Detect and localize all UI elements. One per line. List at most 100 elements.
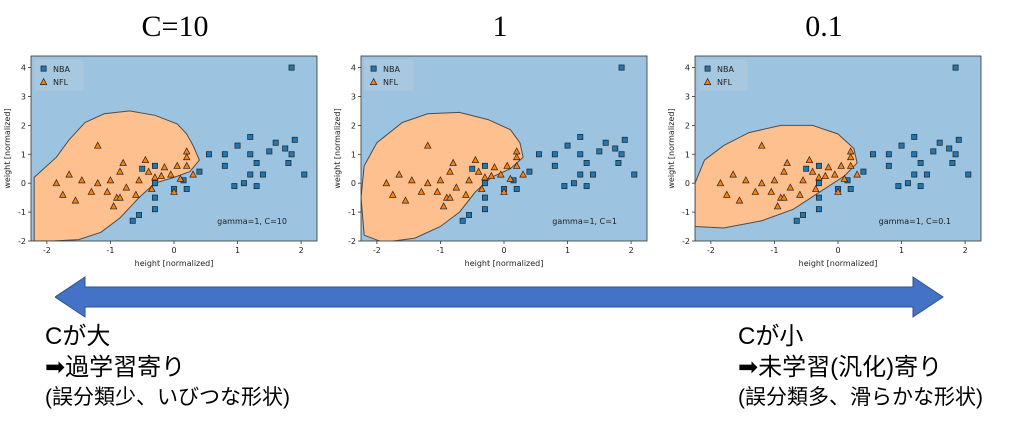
x-axis-label: height [normalized]: [465, 259, 544, 268]
nba-point: [952, 64, 959, 71]
nba-point: [870, 151, 876, 158]
nba-point: [151, 180, 158, 187]
nfl-point: [780, 167, 788, 175]
nba-point: [815, 162, 822, 169]
x-tick-label: 2: [963, 246, 968, 255]
nba-point: [965, 171, 972, 178]
nfl-point: [821, 171, 830, 179]
nfl-point: [147, 184, 156, 192]
nfl-point: [446, 193, 454, 201]
nba-point: [260, 171, 266, 178]
nfl-point: [729, 170, 737, 178]
nfl-point: [735, 196, 744, 204]
nba-point: [466, 212, 472, 218]
nfl-point: [846, 153, 855, 161]
nfl-point: [474, 167, 483, 175]
nba-point: [803, 165, 810, 172]
y-tick-label: 0: [21, 179, 26, 188]
nfl-point: [490, 163, 499, 171]
nfl-point: [144, 167, 153, 175]
x-tick-label: 0: [835, 246, 840, 255]
note-right-line3: (誤分類多、滑らかな形状): [738, 386, 983, 409]
note-right: Cが小 ➡未学習(汎化)寄り (誤分類多、滑らかな形状): [738, 321, 983, 413]
note-right-line2-text: 未学習(汎化)寄り: [758, 354, 943, 381]
nba-point: [183, 186, 190, 192]
nba-point: [561, 183, 568, 190]
nfl-point: [65, 170, 73, 178]
nfl-point: [388, 190, 397, 198]
y-tick-label: 4: [21, 64, 26, 73]
nba-point: [577, 151, 584, 158]
nfl-point: [439, 202, 448, 210]
nba-point: [266, 148, 273, 155]
nfl-region: [695, 124, 858, 229]
nfl-point: [436, 176, 445, 184]
nfl-point: [770, 176, 779, 184]
x-tick-label: 2: [629, 246, 634, 255]
nba-point: [247, 171, 254, 178]
nba-point: [291, 136, 298, 143]
y-tick-label: 1: [351, 150, 356, 159]
nba-point: [136, 212, 142, 218]
nfl-point: [401, 196, 410, 204]
x-tick-label: 0: [501, 246, 506, 255]
nfl-point: [757, 179, 766, 187]
nfl-point: [465, 176, 473, 184]
nba-point: [536, 151, 542, 158]
double-arrow-shape: [55, 276, 944, 318]
nfl-point: [751, 187, 760, 195]
nba-point: [151, 194, 158, 201]
nba-point: [615, 160, 622, 166]
nba-point: [129, 217, 136, 224]
nfl-point: [831, 170, 839, 178]
legend-box: [34, 59, 84, 91]
nba-point: [231, 183, 238, 190]
nfl-point: [170, 187, 178, 195]
nfl-point: [176, 174, 185, 182]
nba-point: [196, 168, 203, 175]
x-tick-label: -1: [106, 246, 114, 255]
nba-point: [618, 64, 625, 71]
nba-point: [917, 160, 924, 166]
nba-point: [955, 136, 962, 143]
nfl-point: [182, 153, 191, 161]
nba-point: [570, 180, 577, 187]
nfl-point: [395, 170, 403, 178]
nba-point: [551, 162, 558, 169]
nba-point: [513, 186, 520, 192]
nfl-point: [786, 183, 795, 191]
nba-point: [930, 148, 937, 155]
nfl-point: [116, 167, 124, 175]
nfl-point: [160, 163, 169, 171]
nfl-point: [93, 141, 102, 149]
nba-point: [577, 171, 584, 178]
x-tick-label: 1: [565, 246, 570, 255]
nfl-point: [757, 141, 766, 149]
nfl-point: [780, 193, 788, 201]
points-group: [382, 64, 638, 224]
nba-point: [911, 171, 918, 178]
y-tick-label: -1: [348, 208, 356, 217]
nfl-point: [151, 173, 159, 181]
note-left: Cが大 ➡過学習寄り (誤分類少、いびつな形状): [45, 321, 290, 413]
nba-point: [898, 142, 905, 149]
y-tick-label: 3: [21, 92, 26, 101]
nfl-point: [417, 187, 426, 195]
note-left-line2: ➡過学習寄り: [45, 352, 290, 383]
nfl-point: [71, 196, 80, 204]
nba-point: [815, 194, 822, 201]
nba-point: [847, 186, 854, 192]
nba-point: [895, 183, 902, 190]
nfl-point: [497, 170, 505, 178]
y-axis-label: weight [normalized]: [667, 108, 676, 188]
x-tick-label: -1: [436, 246, 444, 255]
nfl-point: [157, 171, 166, 179]
nba-point: [469, 165, 476, 172]
nba-point: [459, 217, 466, 224]
nba-point: [946, 145, 953, 152]
nfl-point: [773, 202, 782, 210]
chart-panel-c01: -2 -1 0 1 2 -2 -1 0 1 2 3 4 height [normalized] weigh…: [667, 55, 982, 268]
nba-point: [481, 162, 488, 169]
nfl-region: [33, 110, 200, 241]
nba-point: [793, 217, 800, 224]
